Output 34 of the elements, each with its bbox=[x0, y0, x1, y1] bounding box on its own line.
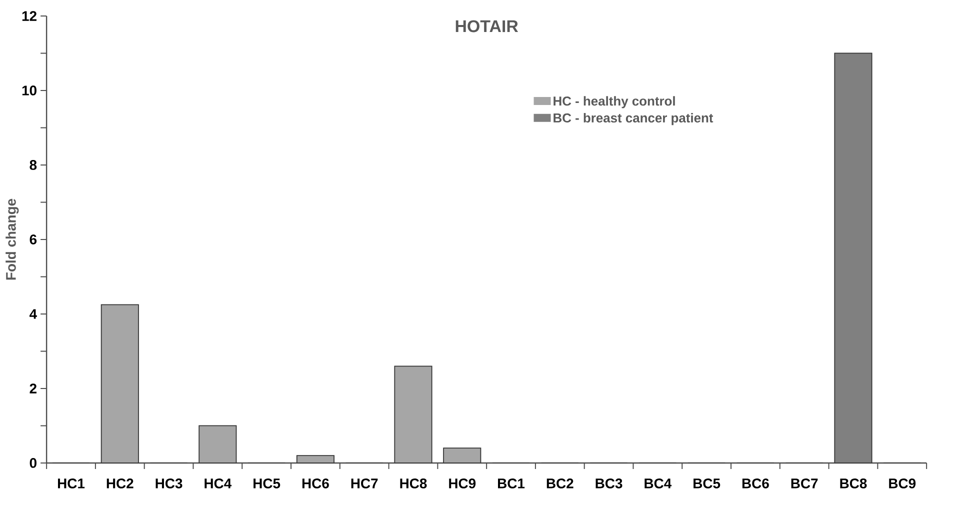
y-tick-label: 6 bbox=[30, 234, 37, 244]
bar bbox=[443, 448, 482, 463]
x-tick-label: HC7 bbox=[351, 478, 378, 488]
y-tick-label: 8 bbox=[30, 160, 37, 170]
legend-label: BC - breast cancer patient bbox=[554, 113, 714, 126]
x-tick-label: HC8 bbox=[400, 478, 427, 488]
legend-label: HC - healthy control bbox=[554, 96, 675, 108]
bar bbox=[834, 52, 872, 463]
y-tick-label: 2 bbox=[30, 384, 36, 394]
x-tick-label: BC5 bbox=[694, 478, 720, 488]
x-tick-label: BC4 bbox=[644, 478, 672, 488]
x-tick-label: HC4 bbox=[204, 478, 232, 488]
y-tick-label: 12 bbox=[22, 11, 36, 21]
x-tick-label: HC6 bbox=[302, 478, 329, 488]
x-tick-label: BC7 bbox=[791, 478, 818, 488]
bar bbox=[100, 304, 139, 463]
x-tick-label: HC5 bbox=[254, 478, 280, 488]
y-tick-label: 0 bbox=[30, 458, 36, 468]
x-tick-label: HC3 bbox=[156, 478, 182, 488]
x-tick-label: BC1 bbox=[498, 478, 525, 488]
x-tick-label: BC2 bbox=[546, 478, 574, 488]
x-tick-label: BC8 bbox=[840, 478, 867, 488]
bar bbox=[394, 366, 432, 463]
x-tick-label: BC6 bbox=[742, 478, 769, 488]
x-tick-label: HC9 bbox=[449, 478, 476, 488]
chart-title: HOTAIR bbox=[456, 20, 518, 32]
x-tick-label: BC9 bbox=[889, 478, 916, 488]
y-tick-label: 10 bbox=[22, 86, 36, 96]
y-axis-title: Fold change bbox=[6, 198, 19, 280]
x-tick-label: HC1 bbox=[58, 478, 85, 488]
x-tick-label: BC3 bbox=[596, 478, 622, 488]
bar bbox=[198, 425, 237, 463]
y-tick-label: 4 bbox=[30, 309, 37, 319]
x-tick-label: HC2 bbox=[106, 478, 134, 488]
